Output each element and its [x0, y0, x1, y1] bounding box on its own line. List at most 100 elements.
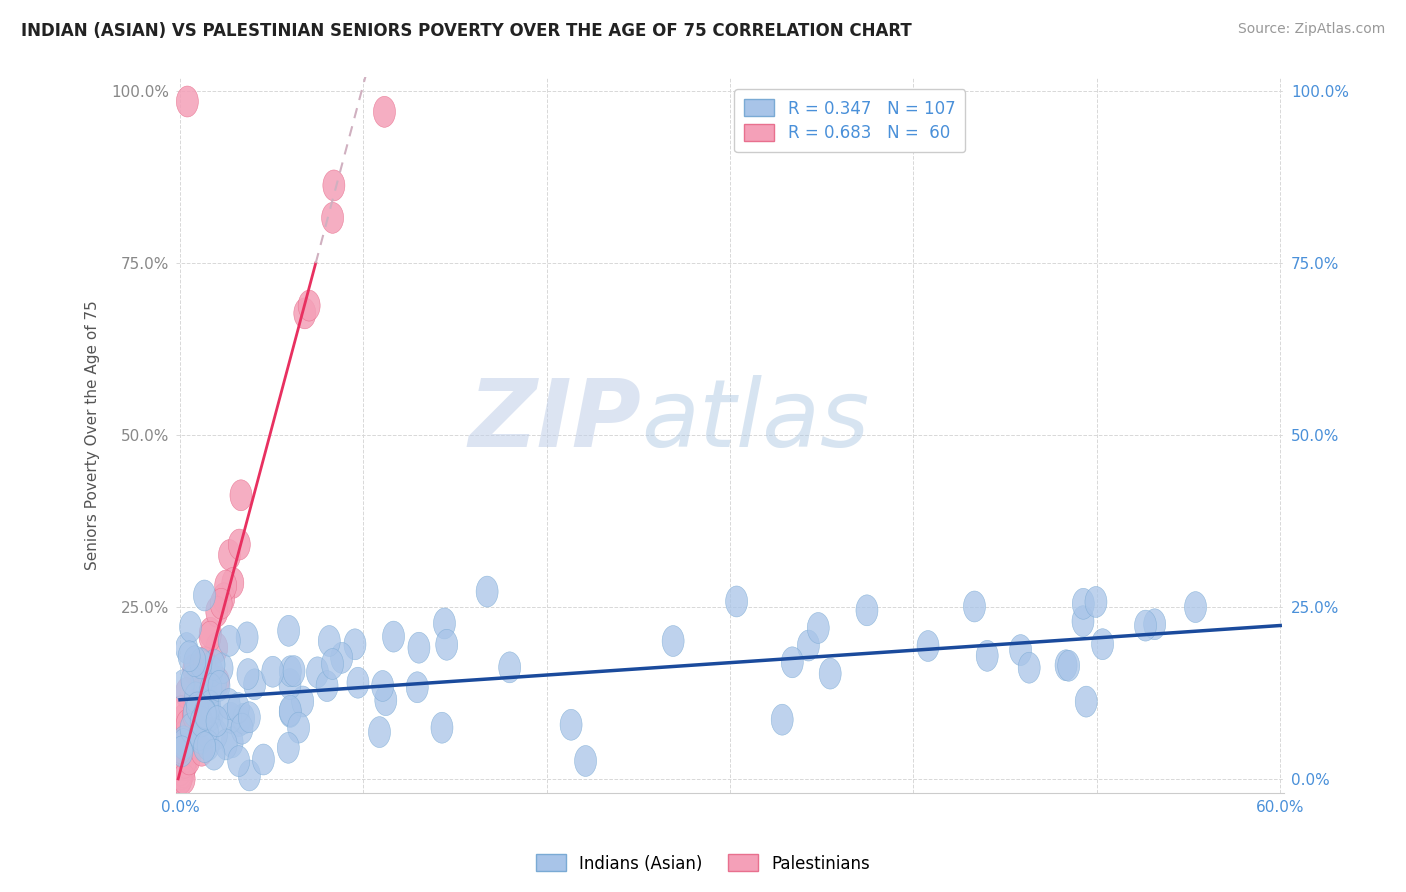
Ellipse shape	[170, 759, 193, 790]
Ellipse shape	[662, 625, 685, 657]
Ellipse shape	[976, 640, 998, 672]
Ellipse shape	[207, 666, 229, 698]
Ellipse shape	[917, 631, 939, 662]
Ellipse shape	[374, 96, 395, 128]
Ellipse shape	[228, 529, 250, 560]
Ellipse shape	[1010, 634, 1032, 665]
Ellipse shape	[200, 673, 222, 704]
Ellipse shape	[194, 580, 215, 611]
Ellipse shape	[253, 744, 274, 775]
Ellipse shape	[232, 703, 254, 734]
Ellipse shape	[298, 290, 321, 321]
Ellipse shape	[173, 726, 194, 757]
Ellipse shape	[323, 170, 344, 201]
Ellipse shape	[382, 621, 405, 652]
Ellipse shape	[243, 669, 266, 700]
Ellipse shape	[173, 728, 195, 759]
Ellipse shape	[183, 654, 205, 685]
Ellipse shape	[205, 596, 228, 627]
Ellipse shape	[170, 764, 193, 795]
Ellipse shape	[184, 723, 207, 755]
Ellipse shape	[176, 678, 197, 708]
Ellipse shape	[173, 757, 194, 788]
Ellipse shape	[1073, 589, 1094, 619]
Ellipse shape	[1091, 629, 1114, 660]
Ellipse shape	[198, 658, 219, 690]
Legend: Indians (Asian), Palestinians: Indians (Asian), Palestinians	[530, 847, 876, 880]
Ellipse shape	[820, 658, 841, 690]
Ellipse shape	[190, 723, 212, 754]
Ellipse shape	[191, 735, 212, 766]
Ellipse shape	[368, 716, 391, 747]
Ellipse shape	[176, 716, 197, 747]
Ellipse shape	[231, 714, 253, 744]
Ellipse shape	[575, 746, 596, 776]
Ellipse shape	[174, 717, 197, 748]
Ellipse shape	[436, 629, 458, 660]
Ellipse shape	[807, 613, 830, 643]
Ellipse shape	[1071, 606, 1094, 637]
Ellipse shape	[218, 689, 240, 720]
Ellipse shape	[280, 696, 301, 726]
Ellipse shape	[174, 747, 195, 779]
Ellipse shape	[288, 712, 309, 743]
Ellipse shape	[191, 665, 212, 696]
Ellipse shape	[174, 750, 197, 780]
Ellipse shape	[180, 713, 202, 744]
Ellipse shape	[278, 669, 301, 699]
Ellipse shape	[782, 647, 803, 678]
Ellipse shape	[433, 608, 456, 639]
Ellipse shape	[797, 630, 820, 661]
Ellipse shape	[197, 703, 218, 733]
Ellipse shape	[198, 690, 221, 722]
Ellipse shape	[176, 632, 198, 664]
Ellipse shape	[1076, 686, 1097, 717]
Text: ZIP: ZIP	[468, 375, 641, 467]
Ellipse shape	[239, 702, 260, 732]
Ellipse shape	[176, 741, 198, 772]
Ellipse shape	[173, 721, 195, 751]
Ellipse shape	[856, 595, 877, 626]
Ellipse shape	[201, 656, 224, 687]
Ellipse shape	[191, 676, 212, 707]
Ellipse shape	[187, 708, 209, 739]
Ellipse shape	[239, 760, 260, 791]
Ellipse shape	[176, 709, 198, 740]
Ellipse shape	[204, 667, 226, 698]
Ellipse shape	[1143, 608, 1166, 640]
Ellipse shape	[197, 718, 219, 748]
Ellipse shape	[184, 727, 207, 758]
Text: INDIAN (ASIAN) VS PALESTINIAN SENIORS POVERTY OVER THE AGE OF 75 CORRELATION CHA: INDIAN (ASIAN) VS PALESTINIAN SENIORS PO…	[21, 22, 912, 40]
Ellipse shape	[375, 685, 396, 715]
Ellipse shape	[963, 591, 986, 622]
Ellipse shape	[725, 586, 748, 617]
Ellipse shape	[180, 739, 201, 770]
Ellipse shape	[212, 582, 235, 614]
Ellipse shape	[432, 712, 453, 743]
Ellipse shape	[200, 621, 221, 652]
Ellipse shape	[228, 746, 250, 777]
Ellipse shape	[179, 732, 201, 764]
Ellipse shape	[194, 731, 215, 763]
Ellipse shape	[262, 657, 284, 687]
Ellipse shape	[176, 86, 198, 117]
Ellipse shape	[1057, 650, 1080, 681]
Ellipse shape	[197, 730, 219, 761]
Ellipse shape	[1054, 649, 1077, 681]
Ellipse shape	[170, 733, 193, 764]
Ellipse shape	[371, 671, 394, 701]
Ellipse shape	[188, 719, 211, 750]
Ellipse shape	[238, 658, 259, 690]
Ellipse shape	[170, 764, 193, 795]
Ellipse shape	[201, 699, 222, 731]
Ellipse shape	[1184, 591, 1206, 623]
Ellipse shape	[228, 692, 249, 723]
Ellipse shape	[170, 755, 193, 786]
Ellipse shape	[190, 706, 212, 737]
Ellipse shape	[215, 570, 236, 601]
Ellipse shape	[277, 732, 299, 764]
Ellipse shape	[170, 759, 193, 789]
Ellipse shape	[347, 667, 368, 698]
Ellipse shape	[294, 298, 316, 329]
Ellipse shape	[1085, 586, 1107, 617]
